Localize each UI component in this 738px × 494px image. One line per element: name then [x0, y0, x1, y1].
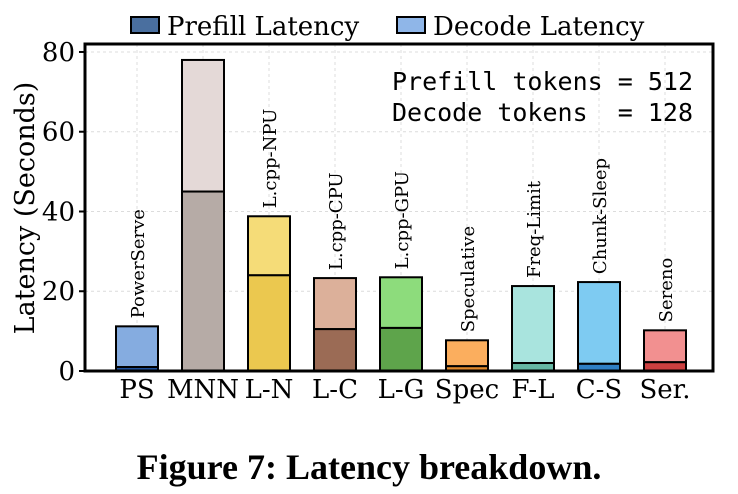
legend-swatch [396, 16, 426, 34]
x-tick-label: F-L [512, 375, 555, 405]
x-tick-label: L-N [245, 375, 294, 405]
legend-label: Decode Latency [433, 12, 645, 42]
bar-decode [511, 285, 555, 365]
bar-prefill [247, 274, 291, 373]
bar-label: Sereno [656, 258, 677, 323]
legend-label: Prefill Latency [167, 12, 359, 42]
bar-decode [379, 276, 423, 329]
latency-chart: PowerServe L.cpp-NPU L.cpp-CPU L.cpp-GPU Spe… [10, 12, 715, 405]
bar-decode [313, 277, 357, 331]
bar-prefill [313, 328, 357, 373]
plot-frame [83, 42, 715, 373]
bar-prefill [379, 326, 423, 372]
legend-swatch [130, 16, 160, 34]
bar-label: L.cpp-GPU [392, 171, 413, 269]
bar-decode [577, 281, 621, 365]
y-tick-label: 80 [42, 38, 75, 68]
bar-decode [115, 325, 159, 369]
y-tick-label: 20 [42, 277, 75, 307]
x-tick-label: Spec [435, 375, 499, 405]
bar-decode [247, 215, 291, 277]
bars: PowerServe L.cpp-NPU L.cpp-CPU L.cpp-GPU Spe… [115, 58, 687, 373]
bar-label: L.cpp-NPU [260, 109, 281, 209]
figure-caption: Figure 7: Latency breakdown. [136, 447, 602, 487]
bar-label: Chunk-Sleep [590, 158, 611, 274]
annotation-line: Prefill tokens = 512 [392, 67, 693, 96]
bar-decode [181, 58, 225, 193]
bar-label: Speculative [458, 226, 479, 332]
y-tick-label: 40 [42, 197, 75, 227]
x-tick-label: Ser. [639, 375, 690, 405]
x-axis: PS MNN L-N L-C L-G Spec F-L C-S Ser. [119, 375, 690, 405]
y-axis-label: Latency (Seconds) [10, 82, 41, 335]
y-tick-label: 60 [42, 118, 75, 148]
bar-decode [445, 339, 489, 368]
legend: Prefill Latency Decode Latency [130, 12, 645, 42]
x-tick-label: PS [119, 375, 154, 405]
x-tick-label: L-G [378, 375, 425, 405]
bar-label: L.cpp-CPU [326, 172, 347, 270]
y-axis: 0 20 40 60 80 [42, 38, 85, 387]
bar-label: PowerServe [128, 209, 149, 318]
x-tick-label: L-C [312, 375, 358, 405]
bar-label: Freq-Limit [524, 180, 545, 278]
y-tick-label: 0 [58, 357, 75, 387]
bar-decode [643, 329, 687, 364]
bar-prefill [181, 190, 225, 372]
annotation-line: Decode tokens = 128 [392, 98, 693, 127]
x-tick-label: MNN [167, 375, 239, 405]
x-tick-label: C-S [576, 375, 623, 405]
